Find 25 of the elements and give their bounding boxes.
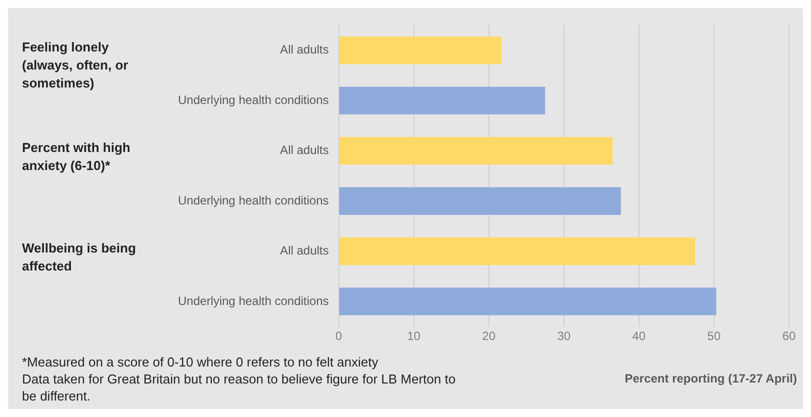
bar <box>339 86 546 114</box>
text: Percent with high anxiety (6-10)* <box>22 140 130 173</box>
x-tick-label: 0 <box>335 329 342 344</box>
x-tick-label: 40 <box>632 329 646 344</box>
y-tick-label: All adults <box>280 42 329 57</box>
y-tick-label: Underlying health conditions <box>178 92 329 107</box>
bar <box>339 136 613 165</box>
text: Wellbeing is being affected <box>22 240 136 274</box>
y-tick-label: Underlying health conditions <box>178 294 329 308</box>
x-tick-label: 50 <box>707 329 721 344</box>
bar <box>339 187 621 215</box>
y-tick-label: All adults <box>280 143 329 158</box>
y-tick-label: All adults <box>280 244 329 258</box>
x-tick-label: 60 <box>782 329 796 344</box>
bar <box>339 288 716 316</box>
x-axis-title: Percent reporting (17-27 April) <box>624 371 797 386</box>
text: *Measured on a score of 0-10 where 0 refers to no felt anxiety <box>22 354 379 370</box>
x-tick-label: 10 <box>407 329 421 344</box>
x-tick-label: 30 <box>557 329 571 344</box>
text: Feeling lonely (always, often, or sometimes) <box>22 39 128 90</box>
y-tick-label: Underlying health conditions <box>178 193 329 208</box>
bar <box>339 237 696 266</box>
x-tick-label: 20 <box>482 329 496 344</box>
text: Data taken for Great Britain but no reason to believe figure for LB Merton to be different. <box>22 372 456 404</box>
bar <box>339 36 502 64</box>
